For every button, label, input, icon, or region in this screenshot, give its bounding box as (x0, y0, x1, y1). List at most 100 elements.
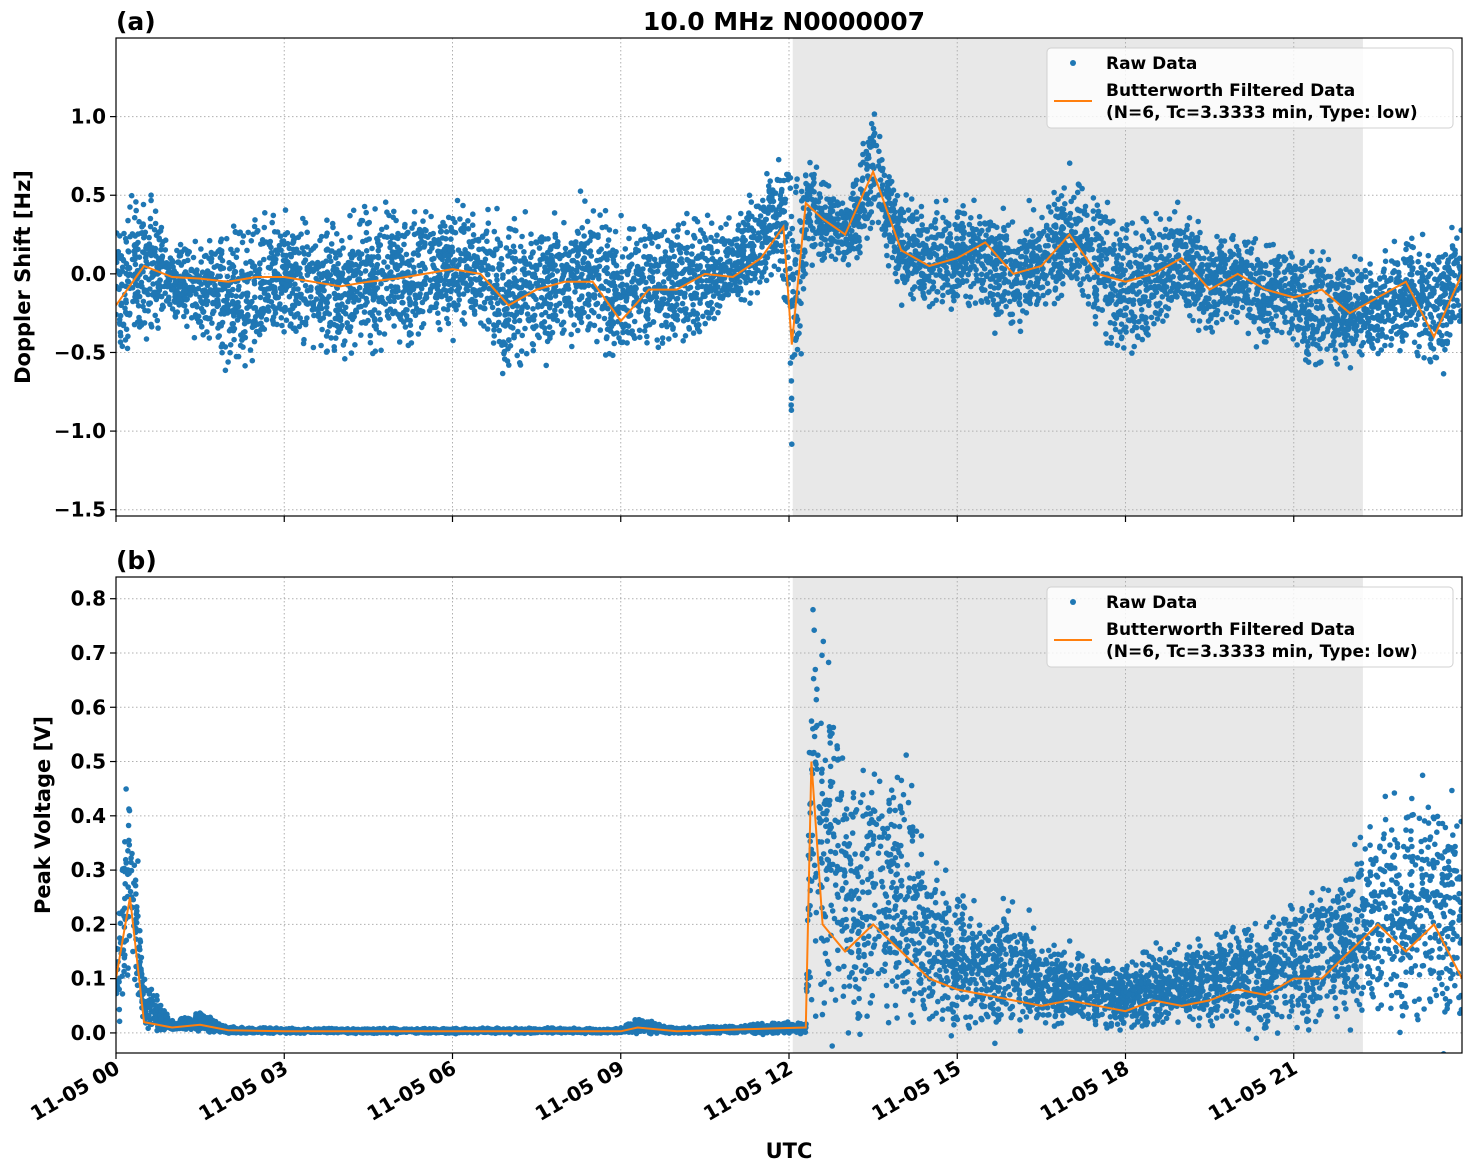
raw-point (680, 318, 687, 324)
raw-point (674, 312, 680, 319)
raw-point (916, 242, 923, 249)
raw-point (727, 239, 733, 246)
raw-point (942, 226, 949, 233)
raw-point (694, 326, 701, 332)
raw-point (1048, 209, 1054, 215)
raw-point (550, 279, 556, 285)
raw-point (1141, 298, 1147, 305)
raw-point (282, 270, 289, 276)
raw-point (122, 337, 129, 343)
raw-point (596, 313, 602, 320)
raw-point (255, 321, 261, 328)
raw-point (251, 280, 258, 287)
raw-point (664, 289, 670, 296)
raw-point (899, 254, 905, 260)
raw-point (124, 345, 131, 352)
raw-point (422, 241, 428, 248)
raw-point (232, 228, 239, 235)
raw-point (215, 248, 221, 255)
raw-point (780, 177, 787, 184)
raw-point (702, 234, 708, 241)
raw-point (482, 267, 489, 274)
raw-point (899, 258, 906, 265)
raw-point (417, 245, 423, 252)
raw-point (1151, 320, 1157, 327)
raw-point (1023, 257, 1030, 264)
raw-point (754, 289, 761, 296)
raw-point (711, 315, 717, 322)
raw-point (1143, 330, 1150, 336)
raw-point (549, 272, 556, 278)
raw-point (590, 208, 597, 214)
raw-point (997, 240, 1003, 247)
raw-point (692, 295, 699, 301)
raw-point (911, 236, 918, 243)
raw-point (135, 231, 141, 237)
raw-point (399, 256, 405, 263)
raw-point (1112, 288, 1119, 294)
raw-point (497, 242, 504, 249)
raw-point (697, 263, 703, 269)
raw-point (132, 256, 138, 263)
raw-point (543, 362, 549, 369)
raw-point (742, 274, 748, 281)
raw-point (339, 322, 345, 329)
raw-point (1151, 255, 1157, 262)
raw-point (312, 306, 319, 312)
raw-point (978, 261, 985, 267)
raw-point (622, 321, 629, 328)
raw-point (324, 217, 330, 223)
raw-point (662, 249, 669, 255)
raw-point (602, 352, 609, 358)
raw-point (1069, 245, 1075, 252)
raw-point (411, 269, 417, 276)
raw-point (450, 337, 456, 344)
raw-point (423, 209, 429, 215)
raw-point (746, 213, 752, 219)
raw-point (1026, 242, 1032, 248)
raw-point (722, 265, 728, 272)
raw-point (999, 234, 1006, 240)
raw-point (434, 286, 441, 292)
raw-point (1085, 293, 1091, 300)
raw-point (367, 332, 374, 339)
raw-point (620, 288, 627, 295)
raw-point (1117, 311, 1123, 318)
raw-point (669, 247, 675, 253)
raw-point (467, 255, 474, 262)
raw-point (1013, 290, 1020, 297)
raw-point (598, 246, 604, 252)
raw-point (305, 251, 312, 258)
raw-point (1030, 233, 1036, 239)
raw-point (458, 250, 464, 257)
raw-point (757, 279, 763, 285)
raw-point (1066, 160, 1073, 166)
raw-point (908, 196, 915, 202)
raw-point (606, 250, 613, 256)
raw-point (279, 322, 285, 329)
raw-point (346, 275, 353, 282)
raw-point (146, 241, 153, 247)
raw-point (605, 287, 611, 294)
raw-point (835, 245, 841, 252)
raw-point (507, 343, 514, 349)
raw-point (579, 225, 585, 231)
raw-point (121, 230, 127, 237)
raw-point (939, 298, 946, 305)
raw-point (993, 257, 1000, 264)
raw-point (225, 288, 232, 295)
raw-point (342, 304, 349, 311)
raw-point (1007, 257, 1014, 264)
raw-point (794, 316, 801, 323)
raw-point (992, 330, 998, 337)
raw-point (162, 247, 169, 253)
raw-point (348, 350, 355, 356)
raw-point (565, 252, 572, 259)
raw-point (366, 219, 373, 226)
raw-point (363, 209, 370, 216)
raw-point (708, 220, 715, 226)
raw-point (155, 255, 162, 261)
raw-point (147, 223, 154, 230)
raw-point (436, 248, 442, 255)
raw-point (244, 318, 251, 325)
